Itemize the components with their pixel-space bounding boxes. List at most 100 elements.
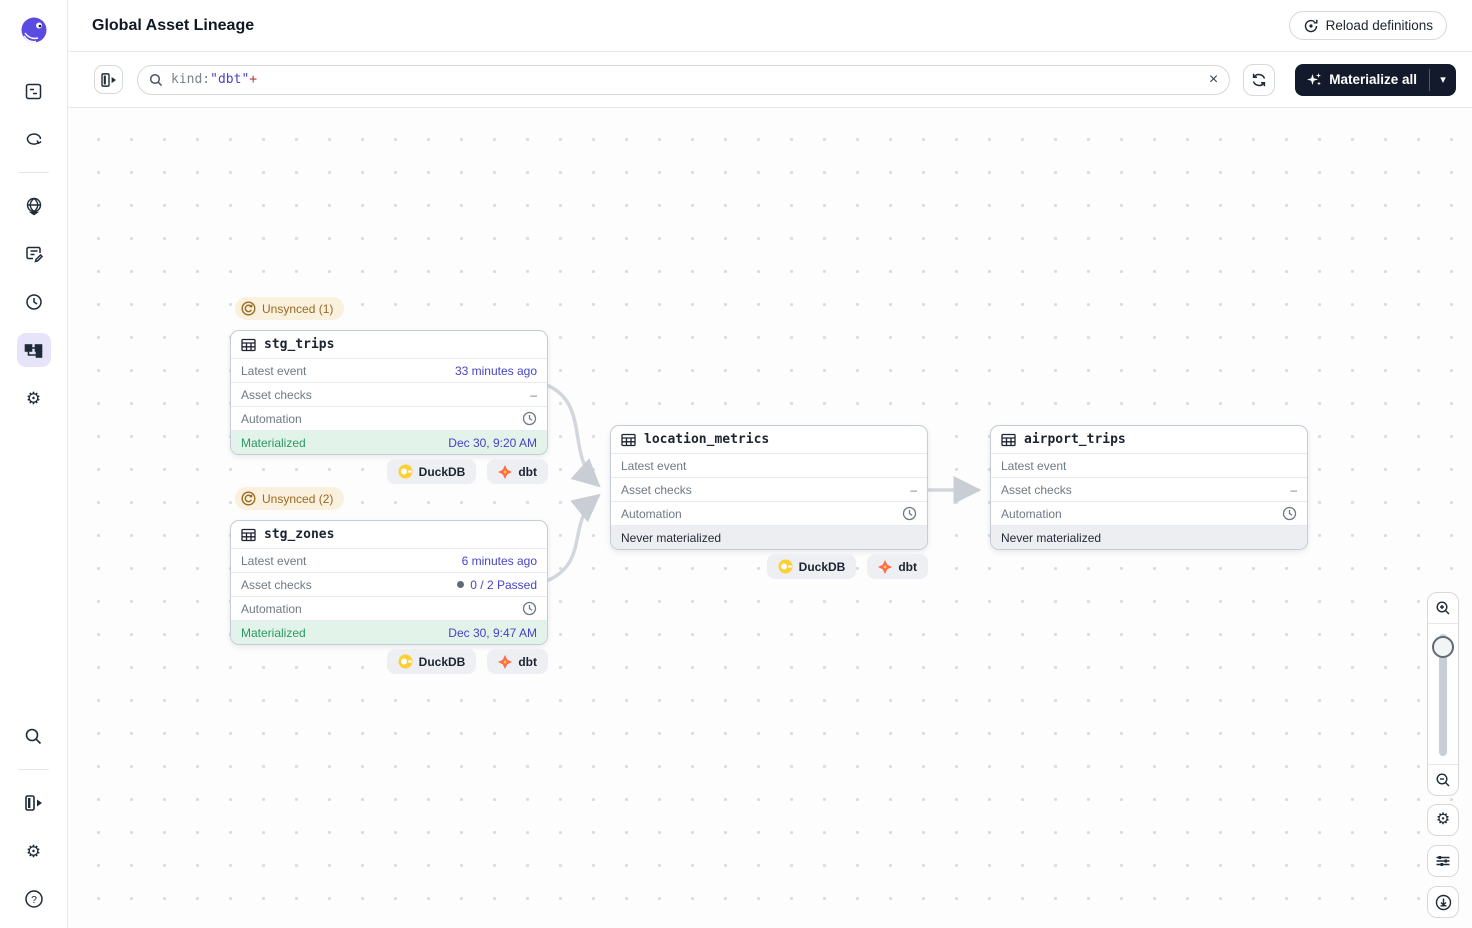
refresh-button[interactable] <box>1243 63 1276 96</box>
gear-icon: ⚙ <box>1435 811 1451 828</box>
download-view-button[interactable] <box>1427 886 1459 918</box>
sidebar-bottom: ⚙ ? <box>17 719 51 916</box>
asset-node-airport-trips[interactable]: airport_trips Latest event Asset checks … <box>990 425 1308 550</box>
materialization-status-row: Materialized Dec 30, 9:20 AM <box>231 430 547 454</box>
sidebar-item-asset-lineage[interactable] <box>16 333 51 367</box>
status-timestamp[interactable]: Dec 30, 9:20 AM <box>448 435 537 450</box>
asset-selection-input[interactable]: kind:"dbt"+ × <box>137 64 1231 95</box>
left-sidebar: ⚙ ⚙ <box>0 0 68 928</box>
search-icon <box>25 728 42 744</box>
asset-checks-label: Asset checks <box>241 387 312 402</box>
latest-event-value[interactable]: 6 minutes ago <box>461 553 537 568</box>
duckdb-icon <box>778 559 793 574</box>
unsynced-badge-label: Unsynced (2) <box>262 491 334 506</box>
sidebar-item-schedules[interactable] <box>17 285 51 319</box>
latest-event-row: Latest event 33 minutes ago <box>231 358 547 382</box>
asset-checks-label: Asset checks <box>621 482 692 497</box>
zoom-out-button[interactable] <box>1428 764 1458 795</box>
sidebar-divider <box>18 769 49 770</box>
sidebar-item-settings[interactable]: ⚙ <box>17 381 51 415</box>
unsynced-badge-stg-trips[interactable]: Unsynced (1) <box>235 297 345 320</box>
zoom-in-icon <box>1436 601 1450 615</box>
page-title: Global Asset Lineage <box>92 16 255 34</box>
clock-icon <box>522 601 537 616</box>
duckdb-icon <box>398 464 413 479</box>
sidebar-item-runs[interactable] <box>17 122 51 156</box>
sidebar-item-jobs[interactable] <box>17 237 51 271</box>
tag-duckdb[interactable]: DuckDB <box>386 459 477 484</box>
sparkle-icon <box>1307 73 1322 86</box>
title-bar: Global Asset Lineage Reload definitions <box>68 0 1472 52</box>
lineage-canvas[interactable]: Unsynced (1) stg_trips Latest event 33 m… <box>68 108 1472 928</box>
status-label: Never materialized <box>1001 530 1102 545</box>
status-timestamp[interactable]: Dec 30, 9:47 AM <box>448 625 537 640</box>
unsynced-badge-stg-zones[interactable]: Unsynced (2) <box>235 487 345 510</box>
latest-event-row: Latest event <box>611 453 927 477</box>
latest-event-value[interactable]: 33 minutes ago <box>454 363 537 378</box>
reload-definitions-button[interactable]: Reload definitions <box>1288 11 1447 40</box>
asset-node-stg-zones[interactable]: stg_zones Latest event 6 minutes ago Ass… <box>230 520 548 645</box>
table-icon <box>621 433 636 446</box>
latest-event-row: Latest event <box>991 453 1307 477</box>
latest-event-label: Latest event <box>241 363 307 378</box>
zoom-slider[interactable] <box>1428 624 1458 764</box>
materialize-all-split-button: Materialize all ▾ <box>1295 63 1456 96</box>
sidebar-expand-panel-button[interactable] <box>17 786 51 820</box>
asset-checks-value[interactable]: 0 / 2 Passed <box>470 577 537 592</box>
search-token-value: "dbt" <box>210 72 250 87</box>
sidebar-item-overview[interactable] <box>17 74 51 108</box>
sidebar-item-deployment[interactable] <box>17 189 51 223</box>
search-icon <box>149 73 163 86</box>
materialize-all-button[interactable]: Materialize all <box>1295 64 1429 96</box>
unsynced-badge-label: Unsynced (1) <box>262 301 334 316</box>
asset-tags-stg-zones: DuckDB dbt <box>230 649 548 674</box>
button-divider <box>1429 68 1430 91</box>
materialize-dropdown-button[interactable]: ▾ <box>1430 64 1456 96</box>
zoom-slider-track[interactable] <box>1439 634 1447 756</box>
dagster-logo[interactable] <box>17 14 51 48</box>
asset-node-header: stg_zones <box>231 521 547 548</box>
zoom-in-button[interactable] <box>1428 593 1458 624</box>
asset-name: airport_trips <box>1024 432 1126 447</box>
asset-node-stg-trips[interactable]: stg_trips Latest event 33 minutes ago As… <box>230 330 548 455</box>
tag-dbt[interactable]: dbt <box>487 649 548 674</box>
asset-checks-row: Asset checks 0 / 2 Passed <box>231 572 547 596</box>
sidebar-search-button[interactable] <box>17 719 51 753</box>
asset-checks-row: Asset checks – <box>231 382 547 406</box>
asset-tags-location-metrics: DuckDB dbt <box>610 554 928 579</box>
clock-icon <box>1282 506 1297 521</box>
latest-event-label: Latest event <box>621 458 687 473</box>
asset-name: location_metrics <box>644 432 770 447</box>
tag-duckdb[interactable]: DuckDB <box>386 649 477 674</box>
automation-row: Automation <box>991 501 1307 525</box>
check-status-dot <box>457 581 465 588</box>
jobs-icon <box>25 246 43 263</box>
clear-search-button[interactable]: × <box>1208 70 1219 88</box>
asset-checks-row: Asset checks – <box>611 477 927 501</box>
tag-duckdb[interactable]: DuckDB <box>766 554 857 579</box>
tag-dbt[interactable]: dbt <box>487 459 548 484</box>
overview-icon <box>25 83 42 99</box>
table-icon <box>1001 433 1016 446</box>
asset-checks-label: Asset checks <box>1001 482 1072 497</box>
view-settings-button[interactable]: ⚙ <box>1427 804 1459 836</box>
asset-node-location-metrics[interactable]: location_metrics Latest event Asset chec… <box>610 425 928 550</box>
toggle-left-panel-button[interactable] <box>94 65 123 94</box>
sidebar-help-button[interactable]: ? <box>17 882 51 916</box>
reload-definitions-label: Reload definitions <box>1325 18 1433 33</box>
filters-button[interactable] <box>1427 845 1459 877</box>
dbt-icon <box>498 464 513 479</box>
gear-icon: ⚙ <box>25 388 42 408</box>
tag-dbt[interactable]: dbt <box>867 554 928 579</box>
asset-node-header: airport_trips <box>991 426 1307 453</box>
zoom-control-panel <box>1427 592 1459 796</box>
refresh-icon <box>1252 73 1266 86</box>
reload-icon <box>1304 19 1318 32</box>
asset-checks-value: – <box>910 482 917 497</box>
status-label: Materialized <box>241 435 306 450</box>
asset-name: stg_zones <box>264 527 335 542</box>
sidebar-settings-button[interactable]: ⚙ <box>17 834 51 868</box>
edge-stg-trips-to-location-metrics <box>547 384 601 488</box>
zoom-slider-knob[interactable] <box>1432 636 1454 658</box>
